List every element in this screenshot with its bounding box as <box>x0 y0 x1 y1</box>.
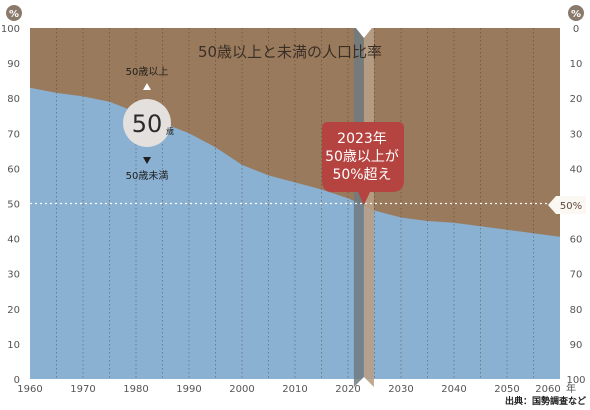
y-tick-right: 20 <box>570 94 583 105</box>
y-tick-left: 50 <box>7 200 20 211</box>
right-unit-badge: % <box>568 5 584 21</box>
legend-big-suffix: 歳 <box>166 126 174 136</box>
y-tick-left: 60 <box>7 164 20 175</box>
y-tick-left: 90 <box>7 59 20 70</box>
x-tick: 1960 <box>17 384 42 395</box>
left-unit-badge: % <box>6 5 22 21</box>
y-tick-left: 0 <box>14 375 20 386</box>
x-tick: 1980 <box>123 384 148 395</box>
left-unit-label: % <box>9 9 19 20</box>
callout-bubble <box>322 122 404 205</box>
up-triangle-icon <box>143 83 151 90</box>
x-tick: 2040 <box>441 384 466 395</box>
y-tick-right: 80 <box>570 305 583 316</box>
y-tick-left: 100 <box>1 24 20 35</box>
marker-bottom-notch <box>353 377 374 387</box>
x-tick: 1990 <box>176 384 201 395</box>
callout-2023: 2023年 50歳以上が 50%超え <box>322 122 404 205</box>
y-tick-left: 40 <box>7 235 20 246</box>
left-axis: 0 10 20 30 40 50 60 70 80 90 100 <box>1 24 20 386</box>
y-tick-right: 30 <box>570 129 583 140</box>
source-note: 出典：国勢調査など <box>505 395 586 407</box>
y-tick-left: 30 <box>7 270 20 281</box>
legend-upper-label: 50歳以上 <box>126 66 169 78</box>
marker-top-notch <box>355 28 372 38</box>
callout-line-2: 50歳以上が <box>325 149 399 165</box>
year-2023-marker <box>353 28 374 387</box>
legend-circle <box>123 99 171 147</box>
y-tick-left: 10 <box>7 340 20 351</box>
x-tick: 2010 <box>282 384 307 395</box>
age-legend: 50歳以上 50 歳 50歳未満 <box>123 66 174 182</box>
grid-lines <box>56 28 534 379</box>
y-tick-left: 70 <box>7 129 20 140</box>
marker-light-band <box>363 28 374 387</box>
y-tick-right: 90 <box>570 340 583 351</box>
x-tick: 2020 <box>335 384 360 395</box>
legend-big-number: 50 <box>132 110 163 138</box>
x-tick: 1970 <box>70 384 95 395</box>
y-tick-right: 100 <box>566 375 585 386</box>
x-tick: 2000 <box>229 384 254 395</box>
y-tick-left: 20 <box>7 305 20 316</box>
y-tick-left: 80 <box>7 94 20 105</box>
x-tick: 2030 <box>388 384 413 395</box>
reference-badge-shape <box>548 196 586 214</box>
marker-dark-band <box>353 28 364 387</box>
x-unit-label: 年 <box>566 382 576 395</box>
callout-line-1: 2023年 <box>337 131 387 147</box>
reference-badge: 50% <box>548 196 586 214</box>
x-axis: 1960 1970 1980 1990 2000 2010 2020 2030 2040 2050… <box>17 382 576 395</box>
y-tick-right: 40 <box>570 164 583 175</box>
callout-line-3: 50%超え <box>332 167 391 183</box>
y-tick-right: 10 <box>570 59 583 70</box>
y-tick-right: 60 <box>570 235 583 246</box>
legend-lower-label: 50歳未満 <box>126 170 169 182</box>
x-tick: 2060 <box>535 384 560 395</box>
y-tick-right: 0 <box>573 24 579 35</box>
x-tick: 2050 <box>494 384 519 395</box>
reference-label: 50% <box>560 201 582 212</box>
down-triangle-icon <box>143 157 151 164</box>
y-tick-right: 70 <box>570 270 583 281</box>
chart-title: 50歳以上と未満の人口比率 <box>198 43 382 61</box>
right-unit-label: % <box>571 9 581 20</box>
